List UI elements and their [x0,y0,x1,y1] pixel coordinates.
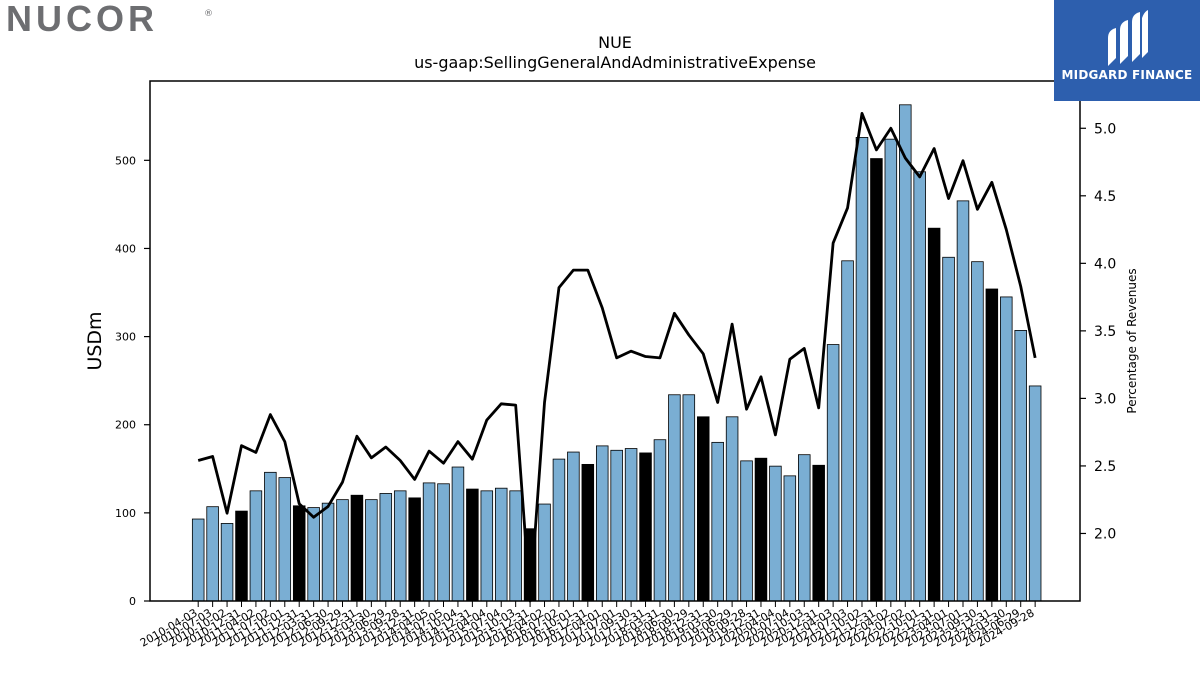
plot-frame [149,80,1081,602]
bar [913,171,926,602]
midgard-m-icon [1108,10,1148,66]
y2-tick-label: 2.5 [1094,459,1116,475]
y2-tick-label: 3.0 [1094,391,1116,407]
bar [206,506,219,602]
bar [264,471,277,602]
bar [220,523,234,602]
bar [466,488,479,602]
bar-series [191,104,1042,602]
bar [567,451,580,602]
y2-tick-label: 4.5 [1094,189,1116,205]
y-axis-left: 0 100 200 300 400 500 [115,154,150,608]
bar [899,104,912,602]
bar [826,344,840,602]
bar [249,490,263,602]
bar [509,490,522,602]
y-tick-label: 100 [115,507,136,520]
bar [697,416,710,602]
bar [956,200,970,602]
bar [610,449,623,602]
bar [292,505,306,602]
bar [307,507,320,602]
bar [668,394,681,602]
y-axis-label: USDm [84,311,106,370]
percentage-line [197,112,1037,603]
y-tick-label: 500 [115,154,136,167]
bar [1028,385,1042,602]
bar [884,138,898,602]
bar [870,158,883,602]
bar [927,227,941,602]
bar [985,288,999,602]
bar [1000,296,1013,602]
bar [437,483,450,602]
bar [1014,330,1027,602]
bar [812,464,825,602]
chart-subtitle: us-gaap:SellingGeneralAndAdministrativeE… [414,53,816,72]
bar [711,441,724,602]
bar [350,494,364,602]
y-axis-right: 2.0 2.5 3.0 3.5 4.0 4.5 5.0 [1080,121,1116,542]
bar [740,460,753,602]
bar [278,477,292,602]
x-axis: 2010-04-032010-07-032010-10-022010-12-31… [138,601,1037,650]
bar [798,454,811,602]
y2-tick-label: 3.5 [1094,324,1116,340]
bar [624,448,638,602]
y2-tick-label: 4.0 [1094,256,1116,272]
nucor-logo: NUCOR ® [6,0,221,42]
bar [682,394,696,602]
bar [754,457,768,602]
bar [451,466,465,602]
registered-mark: ® [204,9,213,19]
bar [379,493,393,602]
bar [235,510,248,602]
chart-title: NUE [598,33,632,52]
midgard-finance-logo: MIDGARD FINANCE [1054,0,1200,101]
bar [538,503,551,602]
bar [336,499,349,602]
bar [494,487,508,602]
y-tick-label: 400 [115,242,136,255]
bar [321,502,335,602]
bar [480,490,494,602]
y-tick-label: 0 [129,595,136,608]
bar [191,518,205,602]
nucor-logo-text: NUCOR [6,0,158,38]
y-tick-label: 200 [115,419,136,432]
y2-tick-label: 2.0 [1094,526,1116,542]
bar [769,465,782,602]
bar [653,439,667,602]
bar [942,256,955,602]
bar [422,482,436,602]
bar [639,452,652,602]
y2-tick-label: 5.0 [1094,121,1116,137]
bar [393,490,407,602]
bar [408,497,421,602]
bar [971,261,984,602]
bar [552,458,566,602]
line-series [197,112,1037,603]
bar [581,463,595,602]
y-tick-label: 300 [115,331,136,344]
midgard-logo-text: MIDGARD FINANCE [1061,68,1193,82]
bar [725,416,739,602]
y2-axis-label: Percentage of Revenues [1125,268,1139,413]
bar [365,499,378,602]
bar [855,137,869,602]
bar [783,475,797,602]
bar [595,445,609,602]
bar [841,260,854,602]
